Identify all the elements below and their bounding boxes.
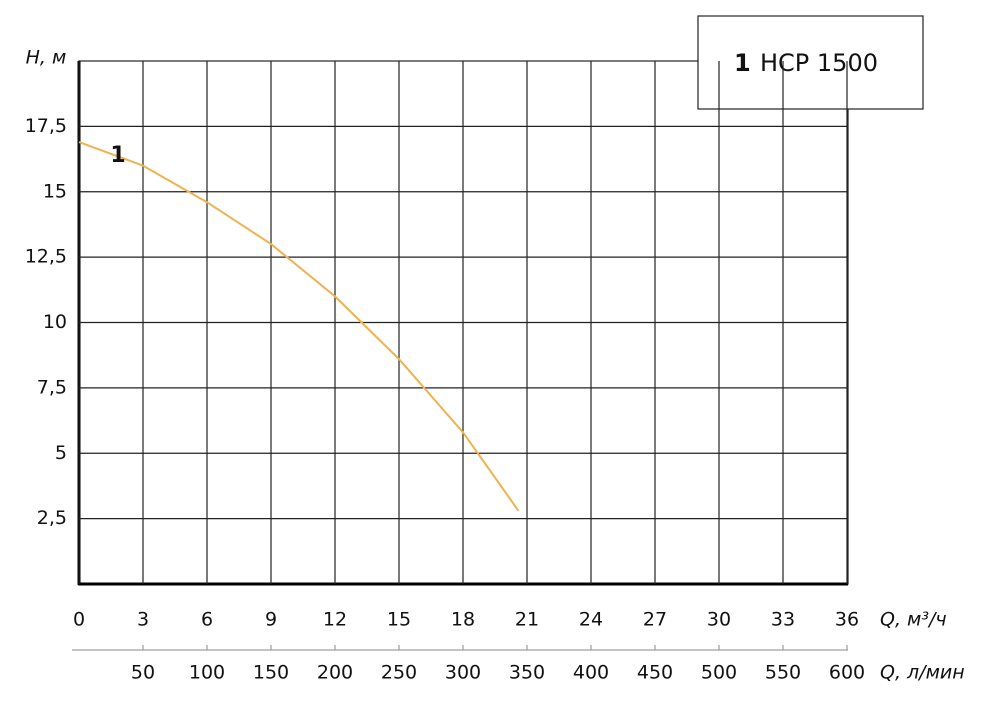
curve-label: 1 <box>110 143 125 168</box>
x2-tick-label: 600 <box>829 662 865 684</box>
legend-box <box>697 15 924 110</box>
x2-tick-label: 200 <box>317 662 353 684</box>
legend-label: НСР 1500 <box>760 49 878 77</box>
x2-tick-label: 350 <box>509 662 545 684</box>
x2-tick-label: 150 <box>253 662 289 684</box>
x-tick-label: 15 <box>387 609 411 631</box>
y-tick-label: 12,5 <box>25 246 67 268</box>
x-tick-label: 0 <box>73 609 85 631</box>
x2-tick-label: 450 <box>637 662 673 684</box>
x2-tick-label: 300 <box>445 662 481 684</box>
y-tick-label: 17,5 <box>25 115 67 137</box>
x-tick-label: 33 <box>771 609 795 631</box>
x-tick-label: 6 <box>201 609 213 631</box>
y-tick-label: 10 <box>43 311 67 333</box>
x-tick-label: 36 <box>835 609 859 631</box>
x2-tick-label: 550 <box>765 662 801 684</box>
x2-tick-label: 50 <box>131 662 155 684</box>
y-tick-label: 2,5 <box>37 507 67 529</box>
x-tick-label: 3 <box>137 609 149 631</box>
x2-tick-label: 250 <box>381 662 417 684</box>
curve <box>78 141 520 512</box>
x-tick-label: 27 <box>643 609 667 631</box>
x-tick-label: 9 <box>265 609 277 631</box>
x-tick-label: 21 <box>515 609 539 631</box>
x2-tick-label: 400 <box>573 662 609 684</box>
x-tick-label: 18 <box>451 609 475 631</box>
x2-tick-label: 500 <box>701 662 737 684</box>
y-tick-label: 7,5 <box>37 376 67 398</box>
x-tick-label: 30 <box>707 609 731 631</box>
x-axis-title: Q, м³/ч <box>880 609 947 631</box>
legend-marker: 1 <box>734 49 751 77</box>
y-tick-label: 15 <box>43 180 67 202</box>
y-tick-label: 5 <box>55 442 67 464</box>
x2-tick-label: 100 <box>189 662 225 684</box>
x2-axis-title: Q, л/мин <box>880 662 965 684</box>
x-tick-label: 24 <box>579 609 603 631</box>
x-tick-label: 12 <box>323 609 347 631</box>
y-axis-title: H, м <box>26 47 67 69</box>
